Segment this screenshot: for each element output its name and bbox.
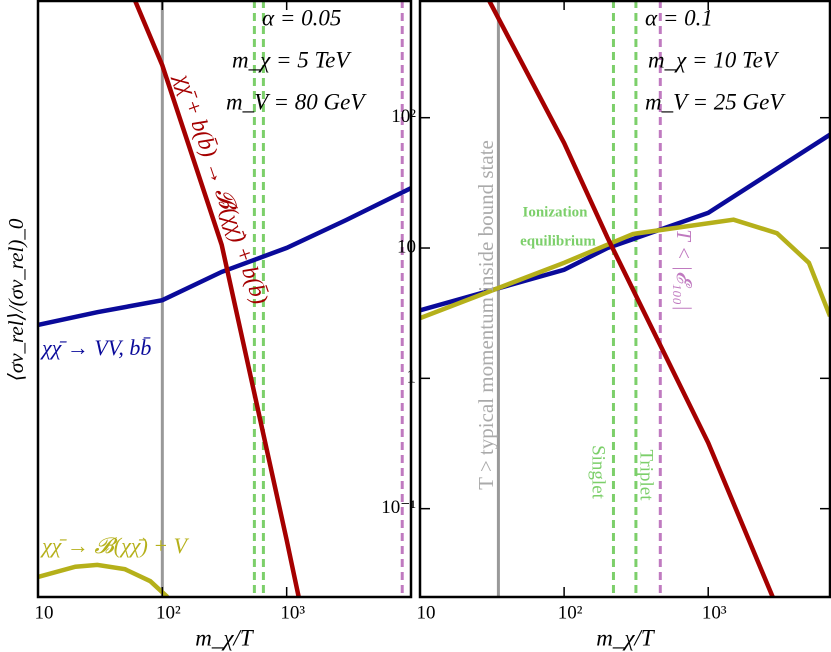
curve [38,186,411,328]
y-tick-label: 1 [407,367,417,388]
plot-area [38,0,411,597]
annotation: α = 0.1 [645,5,713,30]
x-axis-label: m_χ/T [195,625,255,650]
y-tick-label: 10 [397,236,416,257]
annotation: m_χ = 5 TeV [232,47,352,72]
x-axis-label: m_χ/T [596,625,656,650]
annotation: χχ̄ → 𝓑(χχ̄) + V [40,533,190,558]
plot-area [420,0,830,597]
annotation: Ionization [522,204,588,220]
curve [486,0,775,597]
y-tick-label: 10⁻¹ [381,497,416,518]
annotation: m_V = 25 GeV [645,89,786,114]
x-tick-label: 10 [35,602,54,623]
annotation: χχ̄ → VV, bb̄ [40,335,151,360]
annotation: Singlet [588,445,609,500]
y-tick-label: 10² [391,106,416,127]
curve [420,217,830,321]
y-axis-label: ⟨σv_rel⟩/(σv_rel)_0 [4,218,28,381]
x-tick-label: 10 [417,602,436,623]
x-tick-label: 10² [558,602,583,623]
x-tick-label: 10² [156,602,181,623]
x-tick-label: 10³ [702,602,727,623]
curve [38,562,170,597]
curve [132,0,301,597]
annotation: T > typical momentum inside bound state [474,140,498,490]
plot-frame [36,0,413,599]
annotation: m_χ = 10 TeV [648,47,780,72]
annotation: T < |𝓔₁₀₀| [672,229,696,310]
annotation: Triplet [636,449,657,501]
annotation: α = 0.05 [262,5,341,30]
x-tick-label: 10³ [280,602,305,623]
plot-frame [418,0,831,599]
annotation: equilibrium [520,233,596,249]
annotation: m_V = 80 GeV [226,89,367,114]
